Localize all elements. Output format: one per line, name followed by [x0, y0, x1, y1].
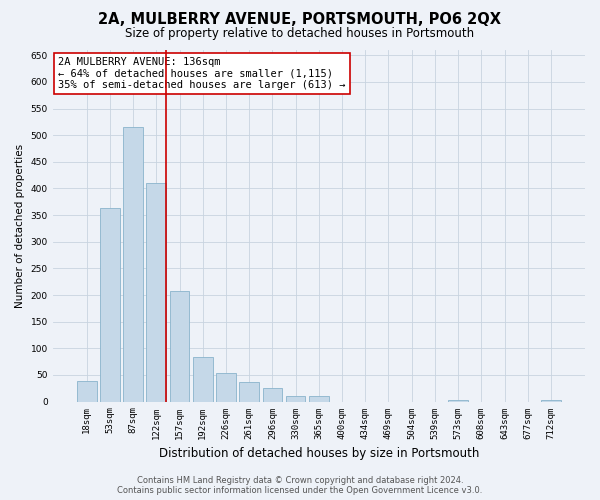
Text: Contains HM Land Registry data © Crown copyright and database right 2024.
Contai: Contains HM Land Registry data © Crown c…	[118, 476, 482, 495]
Bar	[170, 292, 190, 402]
Bar	[123, 127, 143, 402]
Bar	[448, 400, 468, 402]
X-axis label: Distribution of detached houses by size in Portsmouth: Distribution of detached houses by size …	[158, 447, 479, 460]
Bar	[77, 382, 97, 402]
Bar	[100, 208, 120, 402]
Bar	[309, 396, 329, 402]
Bar	[146, 183, 166, 402]
Text: Size of property relative to detached houses in Portsmouth: Size of property relative to detached ho…	[125, 28, 475, 40]
Bar	[286, 396, 305, 402]
Bar	[216, 374, 236, 402]
Bar	[193, 358, 212, 402]
Text: 2A, MULBERRY AVENUE, PORTSMOUTH, PO6 2QX: 2A, MULBERRY AVENUE, PORTSMOUTH, PO6 2QX	[98, 12, 502, 28]
Bar	[239, 382, 259, 402]
Bar	[541, 400, 561, 402]
Y-axis label: Number of detached properties: Number of detached properties	[15, 144, 25, 308]
Text: 2A MULBERRY AVENUE: 136sqm
← 64% of detached houses are smaller (1,115)
35% of s: 2A MULBERRY AVENUE: 136sqm ← 64% of deta…	[58, 57, 346, 90]
Bar	[263, 388, 282, 402]
